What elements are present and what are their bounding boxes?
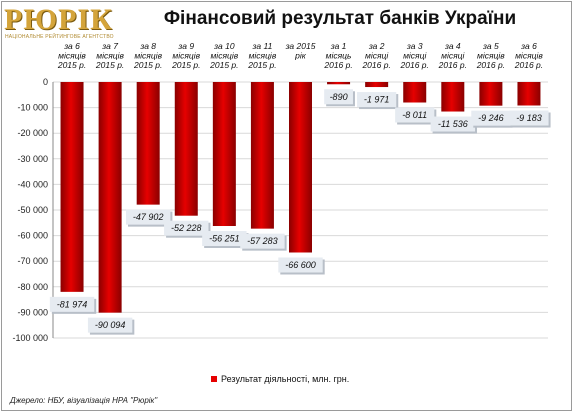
data-label-box (49, 296, 95, 312)
y-tick-label: 0 (43, 77, 48, 87)
y-tick-label: -30 000 (17, 154, 48, 164)
bar (60, 82, 84, 292)
logo-wordmark: РЮРІК (4, 3, 113, 36)
data-label-box (87, 317, 133, 333)
data-label-box (125, 209, 171, 225)
bar (136, 82, 160, 205)
x-tick-label: за 5 місяців 2016 р. (476, 41, 506, 70)
data-label-box (202, 231, 247, 247)
data-label: -47 902 (133, 212, 164, 222)
y-tick-label: -20 000 (17, 128, 48, 138)
bar (365, 82, 389, 88)
data-label-box (164, 220, 209, 236)
legend-swatch (211, 376, 217, 382)
data-label-box (509, 110, 549, 126)
x-tick-label: за 3 місяці 2016 р. (400, 41, 429, 70)
data-label: -8 011 (402, 110, 427, 120)
x-tick-label: за 1 місяць 2016 р. (323, 41, 352, 70)
legend-label: Результат діяльності, млн. грн. (221, 374, 349, 384)
bar (250, 82, 274, 229)
x-tick-label: за 8 місяців 2015 р. (133, 41, 163, 70)
data-label-box (324, 89, 353, 105)
data-label: -9 246 (478, 113, 504, 123)
brand-logo: РЮРІК НАЦІОНАЛЬНЕ РЕЙТИНГОВЕ АГЕНТСТВО (4, 3, 114, 45)
y-tick-label: -100 000 (12, 333, 48, 343)
y-tick-label: -50 000 (17, 205, 48, 215)
chart-title: Фінансовий результат банків України (163, 8, 517, 29)
data-label: -1 971 (364, 95, 390, 105)
y-tick-label: -90 000 (17, 307, 48, 317)
bar (212, 82, 236, 227)
data-label: -52 228 (171, 223, 202, 233)
data-label: -11 536 (438, 119, 468, 129)
y-tick-label: -80 000 (17, 282, 48, 292)
x-tick-label: за 11 місяців 2015 р. (247, 41, 277, 70)
data-label-box (240, 233, 285, 249)
x-tick-label: за 6 місяців 2016 р. (514, 41, 544, 70)
x-tick-label: за 2 місяці 2016 р. (361, 41, 390, 70)
bar (98, 82, 122, 313)
y-tick-label: -10 000 (17, 103, 48, 113)
data-label: -66 600 (285, 260, 316, 270)
data-label-box (471, 110, 511, 126)
data-label: -81 974 (57, 299, 88, 309)
data-label-box (395, 107, 435, 123)
data-label: -57 283 (247, 236, 278, 246)
data-label: -890 (330, 92, 348, 102)
source-note: Джерело: НБУ, візуалізація НРА "Рюрік" (10, 396, 158, 405)
data-label-box (430, 116, 476, 132)
y-tick-label: -70 000 (17, 256, 48, 266)
data-label: -90 094 (95, 320, 126, 330)
data-label: -56 251 (209, 234, 240, 244)
x-tick-label: за 10 місяців 2015 р. (209, 41, 239, 70)
x-tick-label: за 7 місяців 2015 р. (95, 41, 125, 70)
data-label-box (357, 92, 397, 108)
y-tick-label: -40 000 (17, 179, 48, 189)
x-tick-label: за 4 місяці 2016 р. (438, 41, 467, 70)
bar (441, 82, 465, 112)
x-tick-label: за 9 місяців 2015 р. (171, 41, 201, 70)
bar (517, 82, 541, 106)
bar (403, 82, 427, 103)
y-tick-label: -60 000 (17, 231, 48, 241)
x-tick-label: за 2015 рік (285, 41, 316, 61)
x-tick-label: за 6 місяців 2015 р. (57, 41, 87, 70)
bar (479, 82, 503, 106)
data-label-box (278, 257, 323, 273)
bar (289, 82, 312, 253)
bar (327, 82, 351, 85)
bar (174, 82, 198, 216)
data-label: -9 183 (516, 113, 542, 123)
logo-tagline: НАЦІОНАЛЬНЕ РЕЙТИНГОВЕ АГЕНТСТВО (5, 34, 114, 40)
